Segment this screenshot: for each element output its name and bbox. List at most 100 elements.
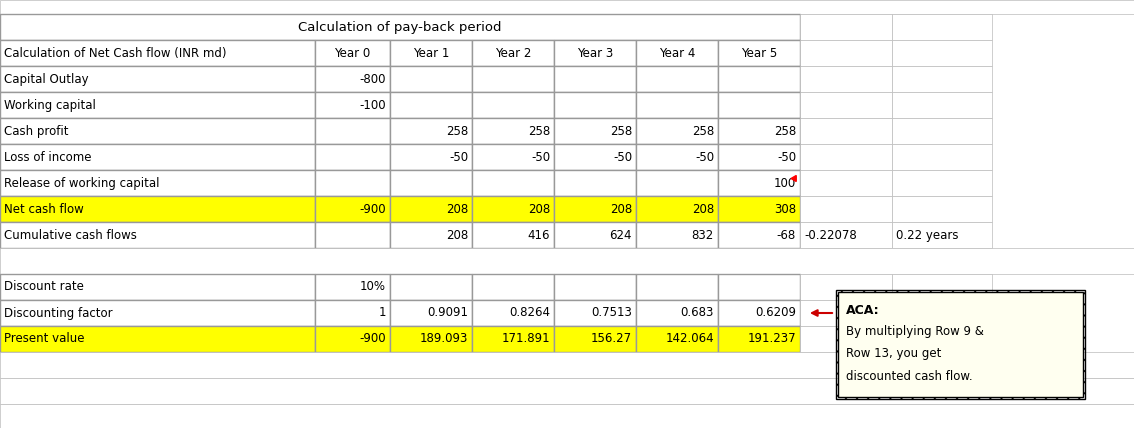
Bar [472, 274, 555, 300]
Text: Year 4: Year 4 [659, 47, 695, 59]
Bar [555, 170, 636, 196]
Bar [390, 300, 472, 326]
Bar [892, 92, 992, 118]
Bar [636, 40, 718, 66]
Text: 258: 258 [527, 125, 550, 137]
Bar [0, 274, 315, 300]
Text: 208: 208 [446, 202, 468, 216]
Bar [390, 222, 472, 248]
Bar [0, 170, 315, 196]
Bar [390, 144, 472, 170]
Bar [472, 92, 555, 118]
Bar [472, 170, 555, 196]
Text: 258: 258 [773, 125, 796, 137]
Text: -50: -50 [695, 151, 714, 163]
Bar [892, 144, 992, 170]
Bar [472, 196, 555, 222]
Bar [718, 66, 799, 92]
Bar [636, 118, 718, 144]
Bar [390, 274, 472, 300]
Bar [315, 300, 390, 326]
Text: 208: 208 [692, 202, 714, 216]
Bar [799, 144, 892, 170]
Bar [555, 300, 636, 326]
Bar [799, 14, 892, 40]
Bar [718, 92, 799, 118]
Text: discounted cash flow.: discounted cash flow. [846, 369, 973, 383]
Text: 0.8264: 0.8264 [509, 306, 550, 319]
Text: 156.27: 156.27 [591, 333, 632, 345]
Text: Calculation of Net Cash flow (INR md): Calculation of Net Cash flow (INR md) [5, 47, 227, 59]
Bar [636, 274, 718, 300]
Bar [718, 274, 799, 300]
Bar [718, 170, 799, 196]
Text: Working capital: Working capital [5, 98, 96, 112]
Bar [472, 40, 555, 66]
Bar [0, 300, 315, 326]
Bar [636, 144, 718, 170]
Bar [555, 92, 636, 118]
Bar [892, 170, 992, 196]
Bar [472, 300, 555, 326]
Bar [555, 222, 636, 248]
Bar [315, 144, 390, 170]
Text: Cumulative cash flows: Cumulative cash flows [5, 229, 137, 241]
Text: 208: 208 [527, 202, 550, 216]
Bar [390, 118, 472, 144]
Text: -800: -800 [359, 72, 386, 86]
Bar [555, 118, 636, 144]
Text: -900: -900 [359, 333, 386, 345]
Text: 0.683: 0.683 [680, 306, 714, 319]
Text: Year 1: Year 1 [413, 47, 449, 59]
Bar [0, 118, 315, 144]
Bar [390, 92, 472, 118]
Text: 10%: 10% [359, 280, 386, 294]
Bar [892, 326, 992, 352]
Bar [315, 118, 390, 144]
Bar [836, 290, 1085, 399]
Bar [472, 222, 555, 248]
Bar [315, 222, 390, 248]
Bar [555, 326, 636, 352]
Text: 0.9091: 0.9091 [428, 306, 468, 319]
Bar [472, 66, 555, 92]
Bar [555, 144, 636, 170]
Bar [0, 378, 1134, 404]
Bar [555, 40, 636, 66]
Bar [390, 66, 472, 92]
Text: -50: -50 [531, 151, 550, 163]
Bar [0, 248, 1134, 274]
Text: Year 0: Year 0 [335, 47, 371, 59]
Text: 191.237: 191.237 [747, 333, 796, 345]
Text: 142.064: 142.064 [666, 333, 714, 345]
Text: 258: 258 [446, 125, 468, 137]
Bar [636, 170, 718, 196]
Bar [472, 118, 555, 144]
Bar [555, 274, 636, 300]
Bar [315, 40, 390, 66]
Bar [0, 14, 799, 40]
Text: -50: -50 [449, 151, 468, 163]
Text: Cash profit: Cash profit [5, 125, 68, 137]
Bar [799, 300, 892, 326]
Bar [315, 326, 390, 352]
Text: 416: 416 [527, 229, 550, 241]
Bar [0, 0, 1134, 14]
Bar [0, 66, 315, 92]
Bar [0, 196, 315, 222]
Bar [892, 40, 992, 66]
Bar [472, 144, 555, 170]
Bar [315, 274, 390, 300]
Bar [718, 40, 799, 66]
Bar [838, 292, 1083, 397]
Text: Net cash flow: Net cash flow [5, 202, 84, 216]
Bar [315, 196, 390, 222]
Text: 258: 258 [692, 125, 714, 137]
Bar [799, 66, 892, 92]
Text: 171.891: 171.891 [501, 333, 550, 345]
Text: Release of working capital: Release of working capital [5, 176, 160, 190]
Bar [0, 222, 315, 248]
Text: -100: -100 [359, 98, 386, 112]
Bar [892, 14, 992, 40]
Bar [799, 92, 892, 118]
